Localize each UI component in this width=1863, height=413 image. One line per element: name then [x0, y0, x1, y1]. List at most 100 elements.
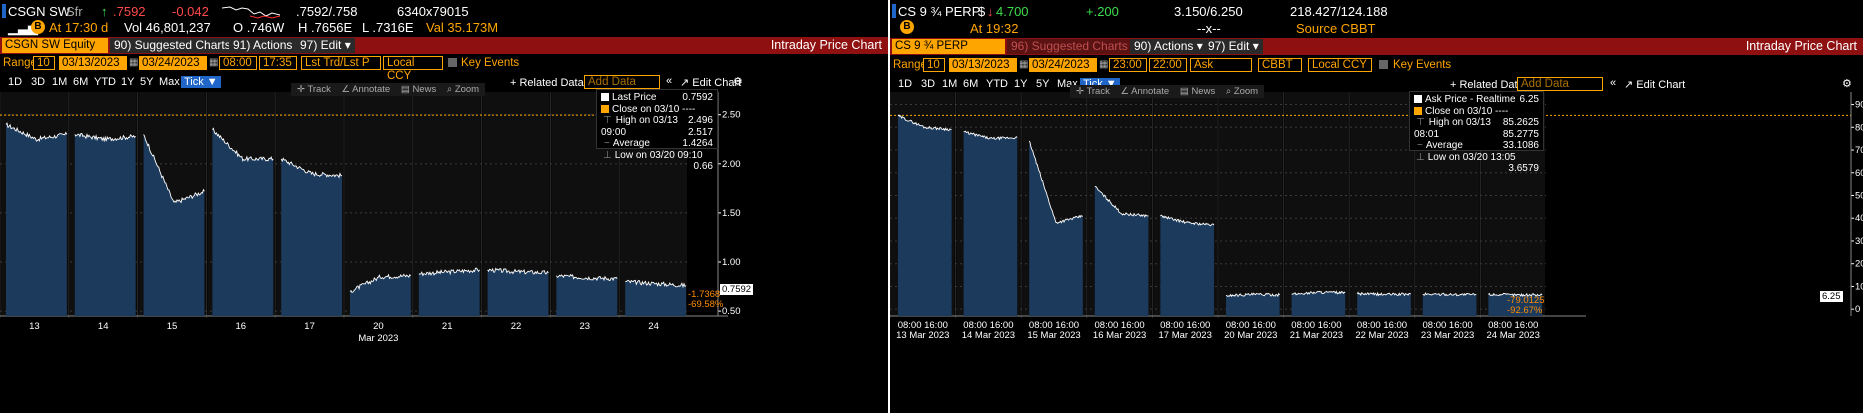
start-time-field[interactable]: 08:00	[219, 56, 257, 70]
gear-icon[interactable]: ⚙	[1842, 78, 1852, 90]
tab-1y[interactable]: 1Y	[121, 76, 135, 88]
calendar-icon[interactable]: ▦	[209, 57, 219, 68]
legend-item: Ask Price - Realtime 6.25	[1414, 94, 1539, 106]
edit-menu[interactable]: 97) Edit ▾	[1204, 39, 1263, 54]
tab-1d[interactable]: 1D	[898, 78, 913, 90]
suggested-charts-menu[interactable]: 90) Suggested Charts ▾	[110, 38, 245, 53]
actions-menu[interactable]: 90) Actions ▾	[1130, 39, 1207, 54]
key-events-label: Key Events	[1393, 59, 1452, 71]
edit-chart-label: Edit Chart	[692, 77, 742, 89]
suggested-charts-menu[interactable]: 96) Suggested Charts	[1007, 39, 1132, 54]
zoom-tool[interactable]: ⌕ Zoom	[1225, 86, 1259, 97]
zoom-tool[interactable]: ⌕ Zoom	[446, 84, 480, 95]
change-pct-tag: -92.67%	[1507, 305, 1543, 316]
x-tick-label: 13	[29, 321, 40, 332]
last-price: 4.700	[996, 4, 1029, 19]
add-data-input[interactable]: Add Data	[584, 75, 660, 89]
left-price-chart: 0.50 1.00 1.50 2.00 2.50 13 14 15 16 17 20 21 22 23 24…	[0, 92, 741, 344]
start-date-field[interactable]: 03/13/2023	[949, 58, 1017, 72]
gear-icon[interactable]: ⚙	[733, 76, 743, 88]
annotate-tool[interactable]: ∠ Annotate	[1120, 86, 1170, 97]
tab-3d[interactable]: 3D	[31, 76, 46, 88]
range-count[interactable]: 10	[33, 56, 55, 70]
source-select[interactable]: CBBT	[1258, 58, 1302, 72]
add-data-input[interactable]: Add Data	[1517, 77, 1603, 91]
tab-1m[interactable]: 1M	[942, 78, 958, 90]
security-field[interactable]: CSGN SW Equity	[2, 38, 108, 53]
tab-6m[interactable]: 6M	[73, 76, 89, 88]
tab-1d[interactable]: 1D	[8, 76, 23, 88]
tab-6m[interactable]: 6M	[963, 78, 979, 90]
end-time-field[interactable]: 22:00	[1149, 58, 1187, 72]
key-events-checkbox[interactable]	[448, 58, 457, 67]
panel-separator	[888, 0, 890, 413]
start-time-field[interactable]: 23:00	[1109, 58, 1147, 72]
x-session-label: 08:00 16:00	[1095, 320, 1145, 331]
news-tool[interactable]: ▤ News	[1179, 86, 1216, 97]
tab-ytd[interactable]: YTD	[986, 78, 1008, 90]
price-line	[212, 127, 274, 163]
annotate-tool[interactable]: ∠ Annotate	[341, 84, 391, 95]
price-line	[1094, 185, 1149, 218]
end-date-field[interactable]: 03/24/2023	[1029, 58, 1097, 72]
tab-5y[interactable]: 5Y	[140, 76, 154, 88]
y-tick-label: 1.50	[722, 208, 741, 219]
legend-item: ⊤ High on 03/13 09:00 2.517	[601, 115, 713, 138]
related-data-menu[interactable]: + Related Data ▾	[510, 77, 593, 89]
price-line	[1028, 140, 1083, 225]
related-data-menu[interactable]: + Related Data ▾	[1450, 79, 1533, 91]
currency: $	[978, 4, 986, 19]
x-tick-label: 22 Mar 2023	[1355, 330, 1408, 341]
key-events-checkbox[interactable]	[1379, 60, 1388, 69]
end-time-field[interactable]: 17:35	[259, 56, 297, 70]
security-field[interactable]: CS 9 ¾ PERP REGS	[892, 39, 1005, 67]
price-line	[280, 157, 343, 179]
tab-3d[interactable]: 3D	[921, 78, 936, 90]
edit-chart-button[interactable]: ↗ Edit Chart	[1624, 79, 1686, 91]
price-line	[1160, 214, 1215, 227]
sparkline-icon	[222, 6, 280, 19]
price-area	[1160, 215, 1214, 316]
source-select[interactable]: Lst Trd/Lst P	[301, 56, 381, 70]
up-arrow-icon: ↑	[101, 4, 108, 19]
price-line	[625, 279, 687, 289]
x-tick-label: 24	[648, 321, 659, 332]
price-area	[74, 133, 136, 316]
tab-1m[interactable]: 1M	[52, 76, 68, 88]
end-date-field[interactable]: 03/24/2023	[139, 56, 207, 70]
x-session-label: 08:00 16:00	[1029, 320, 1079, 331]
edit-menu[interactable]: 97) Edit ▾	[296, 38, 355, 53]
ticker-suffix: Sfr	[66, 4, 83, 19]
y-tick-label: 60	[1855, 168, 1863, 179]
currency-select[interactable]: Local CCY	[383, 56, 443, 82]
traded-value: Val 35.173M	[426, 20, 499, 35]
start-date-field[interactable]: 03/13/2023	[59, 56, 127, 70]
calendar-icon[interactable]: ▦	[129, 57, 139, 68]
side-select[interactable]: Ask	[1190, 58, 1252, 72]
last-price-tag: 6.25	[1820, 291, 1843, 302]
price-line	[897, 114, 952, 132]
news-tool[interactable]: ▤ News	[400, 84, 437, 95]
tab-max[interactable]: Max	[159, 76, 180, 88]
x-tick-label: 16	[236, 321, 247, 332]
chart-legend: Ask Price - Realtime 6.25 Close on 03/10 …	[1409, 91, 1544, 174]
calendar-icon[interactable]: ▦	[1099, 59, 1109, 70]
edit-chart-button[interactable]: ↗ Edit Chart	[680, 77, 742, 89]
tab-ytd[interactable]: YTD	[94, 76, 116, 88]
tab-1y[interactable]: 1Y	[1014, 78, 1028, 90]
tab-5y[interactable]: 5Y	[1036, 78, 1050, 90]
collapse-icon[interactable]: «	[1610, 77, 1617, 89]
range-count[interactable]: 10	[923, 58, 945, 72]
tick-dropdown[interactable]: Tick ▼	[181, 76, 221, 88]
track-tool[interactable]: ✛ Track	[297, 84, 331, 95]
track-tool[interactable]: ✛ Track	[1076, 86, 1110, 97]
legend-item: Close on 03/10 ---- 85.2625	[1414, 106, 1539, 128]
open-price: O .746W	[233, 20, 285, 35]
collapse-icon[interactable]: «	[666, 75, 673, 87]
actions-menu[interactable]: 91) Actions ▾	[229, 38, 306, 53]
x-tick-label: 24 Mar 2023	[1487, 330, 1540, 341]
currency-select[interactable]: Local CCY	[1308, 58, 1372, 72]
calendar-icon[interactable]: ▦	[1019, 59, 1029, 70]
price-line	[418, 267, 480, 277]
x-tick-label: 23	[580, 321, 591, 332]
